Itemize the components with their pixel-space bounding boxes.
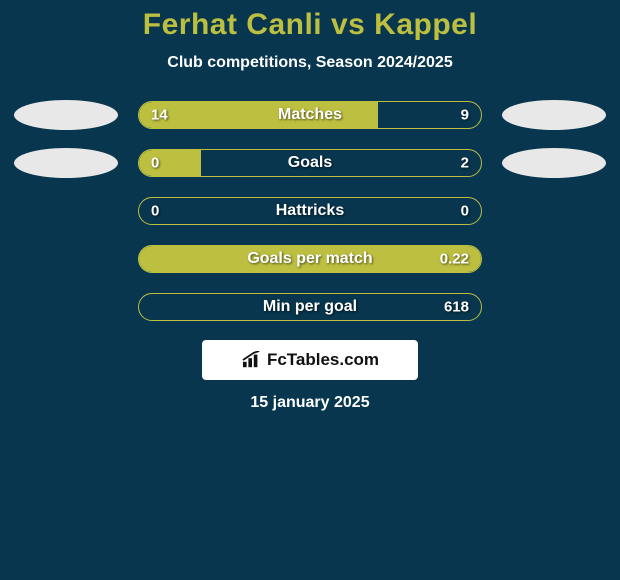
- stat-right-value: 9: [461, 107, 469, 124]
- team-left-badge: [14, 244, 118, 274]
- stat-bar: 0Goals2: [138, 149, 482, 177]
- stat-row: 0Hattricks0: [0, 196, 620, 226]
- stat-row: 14Matches9: [0, 100, 620, 130]
- team-left-badge: [14, 148, 118, 178]
- page-title: Ferhat Canli vs Kappel: [0, 8, 620, 42]
- logo-text: FcTables.com: [267, 350, 379, 370]
- stat-row: Goals per match0.22: [0, 244, 620, 274]
- bar-left-fill: [139, 102, 378, 128]
- team-right-badge: [502, 100, 606, 130]
- team-left-badge: [14, 196, 118, 226]
- team-left-badge: [14, 100, 118, 130]
- stat-right-value: 618: [444, 299, 469, 316]
- stat-label: Min per goal: [139, 298, 481, 316]
- subtitle: Club competitions, Season 2024/2025: [0, 54, 620, 72]
- bar-right-fill: [139, 246, 481, 272]
- team-left-badge: [14, 292, 118, 322]
- team-right-badge: [502, 292, 606, 322]
- stat-bar: Goals per match0.22: [138, 245, 482, 273]
- team-right-badge: [502, 244, 606, 274]
- stat-bar: 14Matches9: [138, 101, 482, 129]
- stat-bar: 0Hattricks0: [138, 197, 482, 225]
- stat-bar: Min per goal618: [138, 293, 482, 321]
- date-text: 15 january 2025: [0, 394, 620, 412]
- bar-left-fill: [139, 150, 201, 176]
- team-right-badge: [502, 196, 606, 226]
- comparison-widget: Ferhat Canli vs Kappel Club competitions…: [0, 0, 620, 412]
- stat-row: Min per goal618: [0, 292, 620, 322]
- stats-rows: 14Matches9 0Goals2 0Hattricks0 Goals per ma…: [0, 100, 620, 322]
- stat-right-value: 0: [461, 203, 469, 220]
- chart-icon: [241, 351, 263, 369]
- stat-label: Hattricks: [139, 202, 481, 220]
- source-logo: FcTables.com: [202, 340, 418, 380]
- stat-right-value: 2: [461, 155, 469, 172]
- stat-row: 0Goals2: [0, 148, 620, 178]
- stat-left-value: 0: [151, 203, 159, 220]
- team-right-badge: [502, 148, 606, 178]
